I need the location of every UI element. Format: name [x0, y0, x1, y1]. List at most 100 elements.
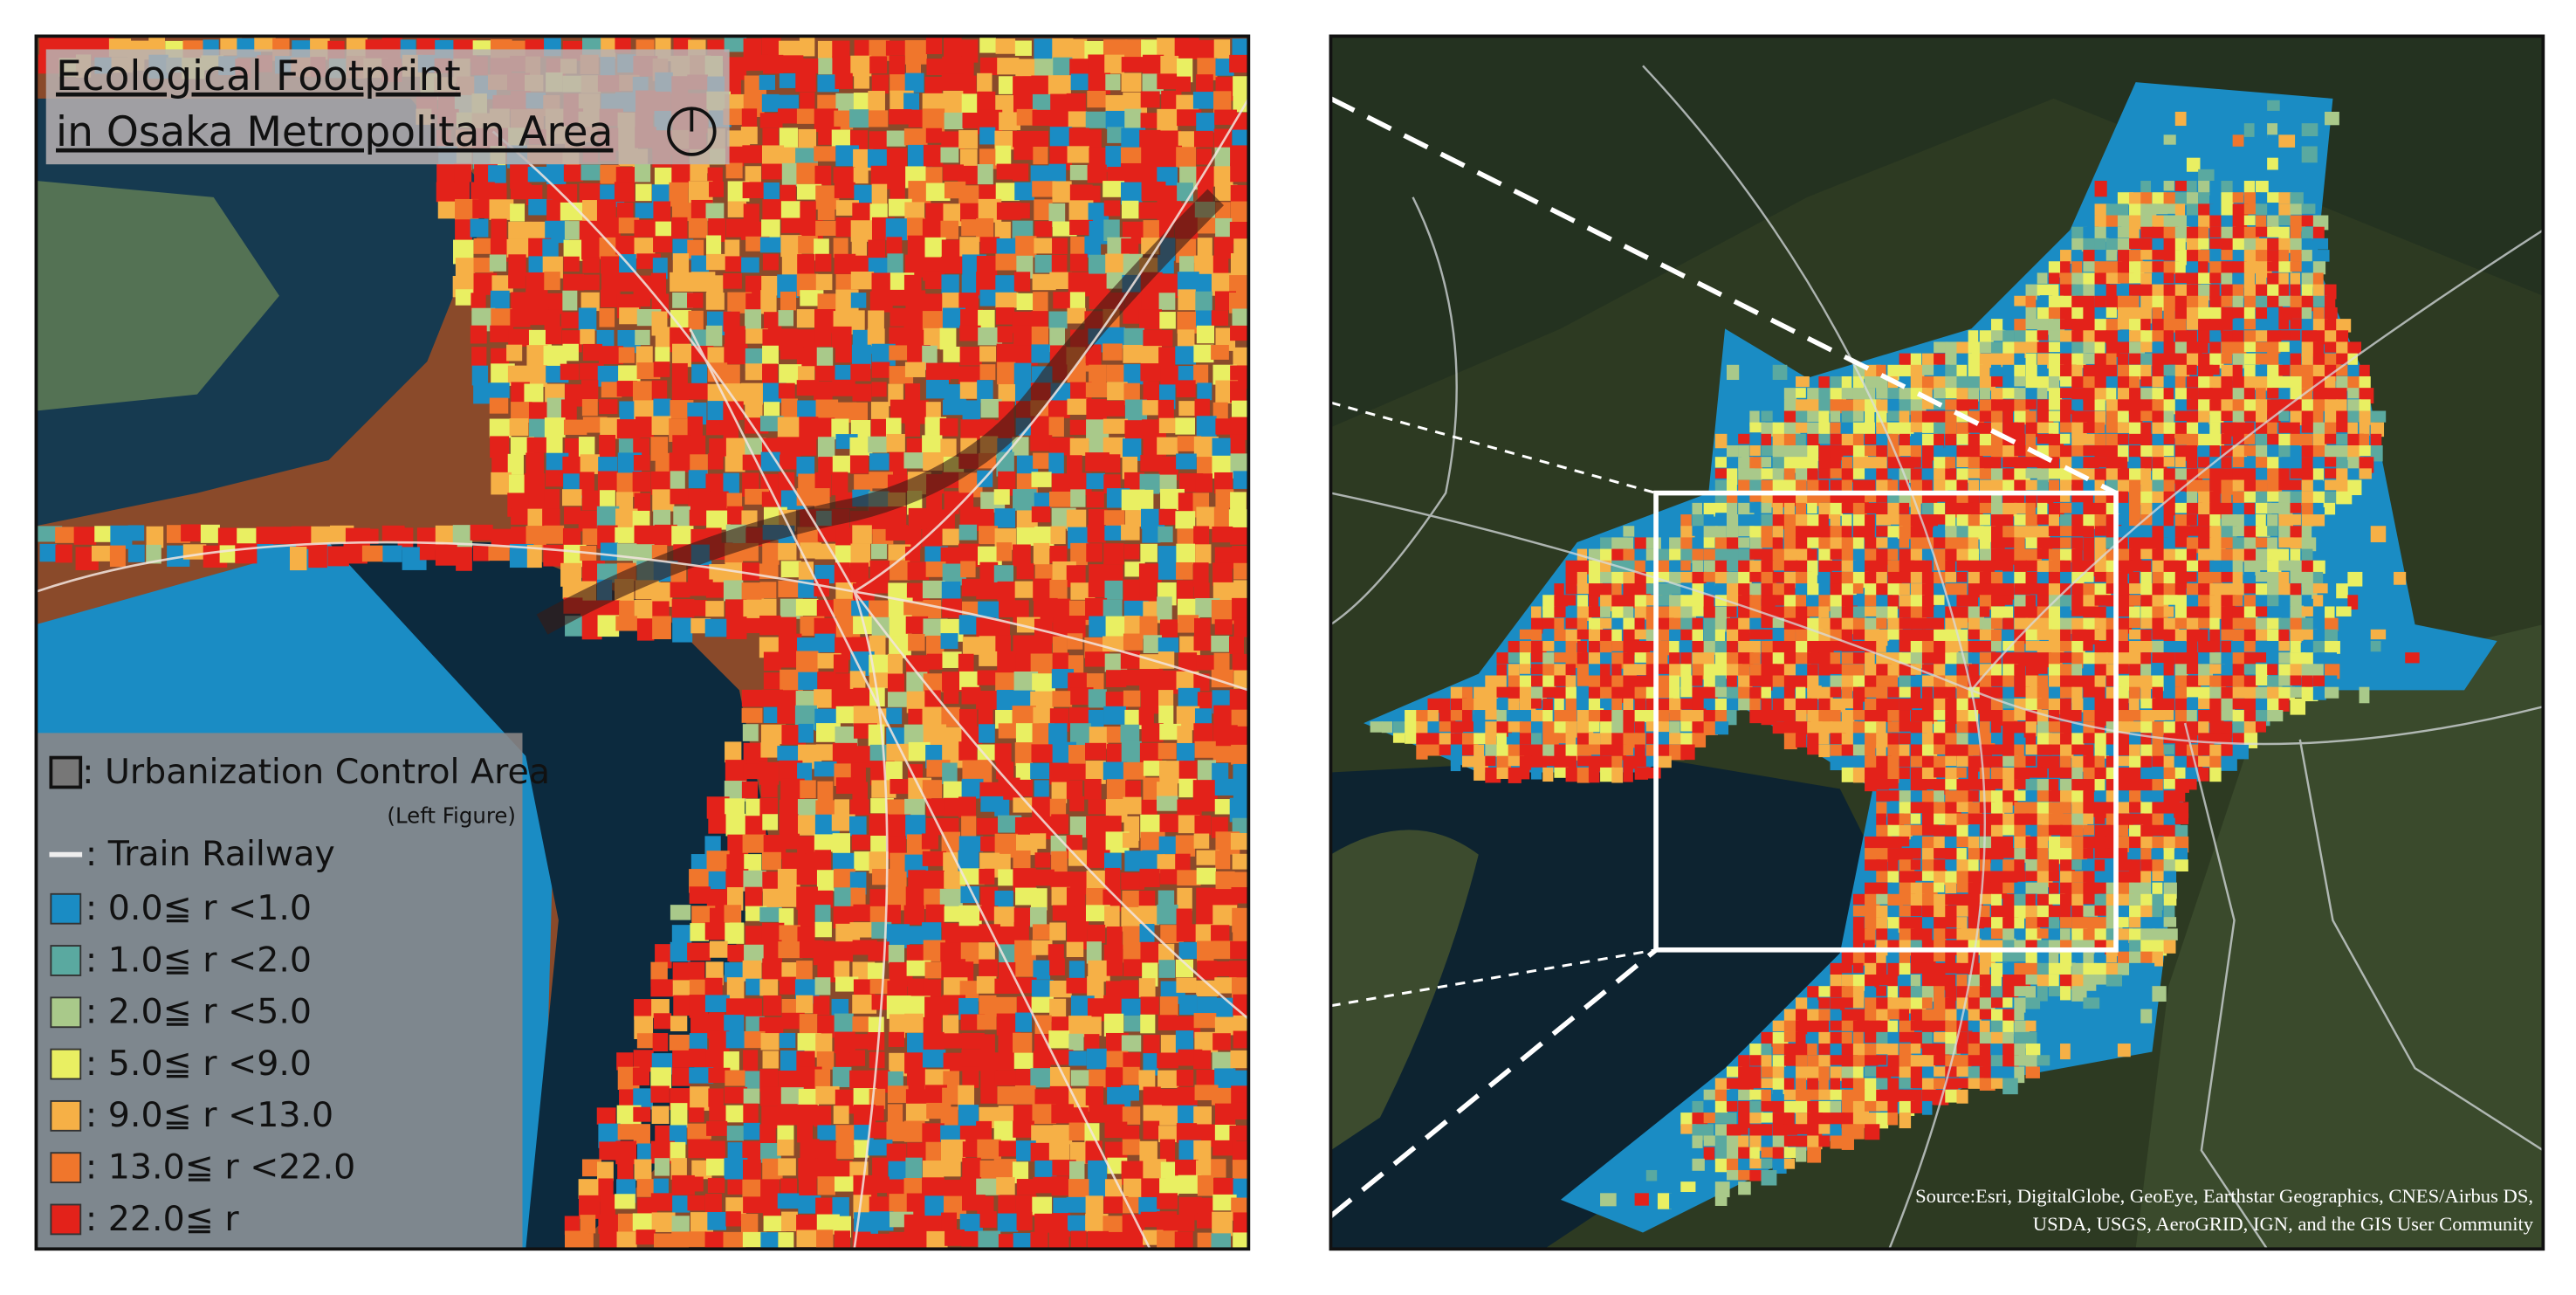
map-cell — [1085, 1086, 1104, 1106]
map-cell — [2198, 215, 2211, 229]
map-cell — [2325, 307, 2338, 322]
map-cell — [1229, 275, 1249, 295]
map-cell — [2255, 468, 2266, 485]
map-cell — [1051, 473, 1073, 493]
map-cell — [1852, 537, 1865, 550]
map-cell — [741, 781, 759, 799]
map-cell — [687, 382, 711, 400]
map-cell — [1252, 95, 1274, 115]
map-cell — [925, 1141, 943, 1164]
map-cell — [634, 999, 653, 1020]
map-cell — [2025, 375, 2038, 392]
map-cell — [1852, 445, 1868, 459]
map-cell — [994, 743, 1012, 763]
map-cell — [2301, 675, 2313, 687]
map-cell — [1247, 886, 1249, 906]
map-cell — [1213, 166, 1233, 187]
map-cell — [887, 692, 909, 707]
right-map: Source:Esri, DigitalGlobe, GeoEye, Earth… — [1330, 36, 2544, 1250]
map-cell — [2060, 640, 2075, 652]
map-cell — [2117, 375, 2133, 391]
map-cell — [1726, 537, 1739, 551]
map-cell — [959, 382, 979, 399]
map-cell — [1034, 38, 1055, 59]
map-cell — [1212, 1177, 1234, 1199]
map-cell — [1554, 652, 1567, 663]
map-cell — [834, 961, 850, 978]
map-cell — [1531, 606, 1542, 623]
map-cell — [903, 905, 925, 925]
map-cell — [2083, 410, 2099, 424]
map-cell — [2278, 284, 2290, 298]
map-cell — [1542, 675, 1556, 689]
map-cell — [815, 273, 833, 291]
map-cell — [2037, 583, 2052, 596]
map-cell — [2336, 433, 2351, 445]
map-cell — [2312, 502, 2324, 519]
map-cell — [1247, 1016, 1249, 1032]
map-cell — [2336, 375, 2349, 391]
map-cell — [2117, 410, 2129, 423]
map-cell — [1085, 905, 1110, 922]
map-cell — [2129, 617, 2140, 629]
map-cell — [1876, 388, 1888, 399]
map-cell — [2290, 675, 2302, 685]
map-cell — [1772, 629, 1788, 641]
map-cell — [2117, 640, 2133, 656]
map-cell — [940, 362, 959, 379]
map-cell — [650, 272, 667, 294]
map-cell — [526, 221, 546, 239]
map-cell — [797, 762, 813, 783]
map-cell — [1956, 388, 1968, 402]
map-cell — [1122, 1106, 1141, 1125]
map-cell — [835, 1052, 851, 1071]
map-cell — [1714, 433, 1728, 449]
map-cell — [1956, 571, 1968, 582]
map-cell — [2129, 226, 2140, 242]
map-cell — [2083, 341, 2099, 354]
map-cell — [2060, 422, 2077, 433]
map-cell — [2267, 514, 2278, 527]
map-cell — [2060, 664, 2074, 678]
map-cell — [1194, 1031, 1219, 1053]
map-cell — [1910, 560, 1925, 575]
map-cell — [1248, 833, 1249, 855]
map-cell — [705, 473, 725, 493]
map-cell — [1121, 1035, 1142, 1052]
map-cell — [710, 907, 725, 927]
map-cell — [1157, 37, 1180, 57]
map-cell — [1796, 445, 1808, 459]
map-cell — [2174, 491, 2186, 506]
map-cell — [562, 343, 579, 362]
map-cell — [2278, 422, 2291, 433]
map-cell — [1013, 272, 1031, 292]
map-cell — [871, 183, 888, 207]
map-cell — [959, 709, 978, 733]
map-cell — [2336, 479, 2352, 493]
map-cell — [2186, 571, 2197, 582]
map-cell — [1014, 182, 1035, 201]
map-cell — [1212, 255, 1229, 274]
map-cell — [1611, 664, 1622, 680]
map-cell — [2290, 548, 2301, 561]
map-cell — [2094, 295, 2106, 309]
map-cell — [1852, 433, 1865, 448]
map-cell — [835, 1142, 854, 1160]
map-cell — [1669, 560, 1684, 573]
map-cell — [1160, 1035, 1179, 1056]
map-cell — [834, 1031, 855, 1054]
map-cell — [655, 347, 670, 364]
map-cell — [1089, 364, 1107, 388]
map-cell — [1086, 129, 1102, 149]
map-cell — [2290, 341, 2305, 353]
map-cell — [940, 547, 961, 565]
map-cell — [834, 1230, 851, 1250]
map-cell — [565, 1252, 586, 1267]
map-cell — [2301, 526, 2312, 542]
map-cell — [2094, 422, 2105, 433]
map-cell — [834, 562, 850, 585]
map-cell — [1577, 595, 1589, 610]
map-cell — [979, 868, 995, 885]
map-cell — [1910, 445, 1921, 460]
map-cell — [2025, 457, 2038, 468]
